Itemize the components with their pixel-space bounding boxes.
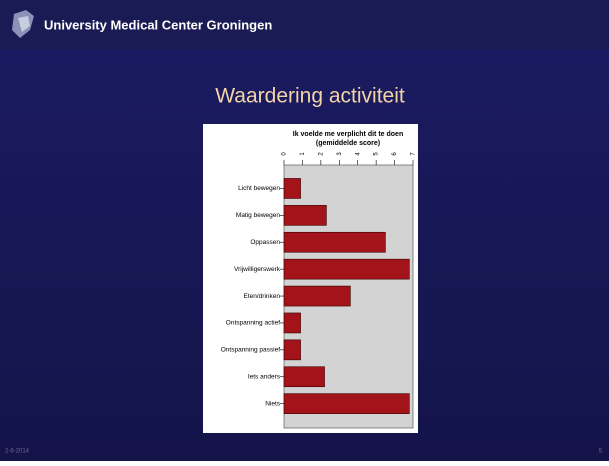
footer-date: 2-6-2014 xyxy=(5,449,30,455)
bar xyxy=(283,231,386,253)
page-number: 5 xyxy=(599,449,603,455)
x-tick-label: 0 xyxy=(282,152,288,156)
y-tick-label: Iets anders xyxy=(248,373,281,380)
x-tick-label: 3 xyxy=(337,152,343,156)
y-tick-label: Matig bewegen xyxy=(236,212,280,219)
bar xyxy=(283,393,410,414)
header-title: University Medical Center Groningen xyxy=(44,17,272,32)
x-tick-label: 5 xyxy=(374,152,380,156)
chart-title: Ik voelde me verplicht dit te doen xyxy=(293,131,403,138)
slide-title: Waardering activiteit xyxy=(215,85,405,108)
bar xyxy=(283,205,327,226)
y-tick-label: Ontspanning passief xyxy=(221,347,280,354)
bar xyxy=(283,366,325,388)
bar xyxy=(283,258,410,280)
y-tick-label: Licht bewegen xyxy=(238,185,280,192)
y-tick-label: Niets xyxy=(265,400,281,407)
bar xyxy=(283,285,351,307)
y-tick-label: Eten/drinken xyxy=(244,293,281,300)
bar xyxy=(283,339,301,361)
chart-subtitle: (gemiddelde score) xyxy=(316,140,380,147)
x-tick-label: 4 xyxy=(355,152,361,156)
logo xyxy=(12,10,34,38)
x-tick-label: 2 xyxy=(318,152,324,156)
x-tick-label: 6 xyxy=(392,152,398,156)
y-tick-label: Oppassen xyxy=(250,239,280,246)
x-tick-label: 1 xyxy=(300,152,306,156)
bar xyxy=(283,312,301,334)
y-tick-label: Ontspanning actief xyxy=(226,320,280,327)
bar xyxy=(283,178,301,199)
x-tick-label: 7 xyxy=(411,152,417,156)
header-bar xyxy=(0,0,609,50)
y-tick-label: Vrijwilligerswerk xyxy=(234,266,281,273)
